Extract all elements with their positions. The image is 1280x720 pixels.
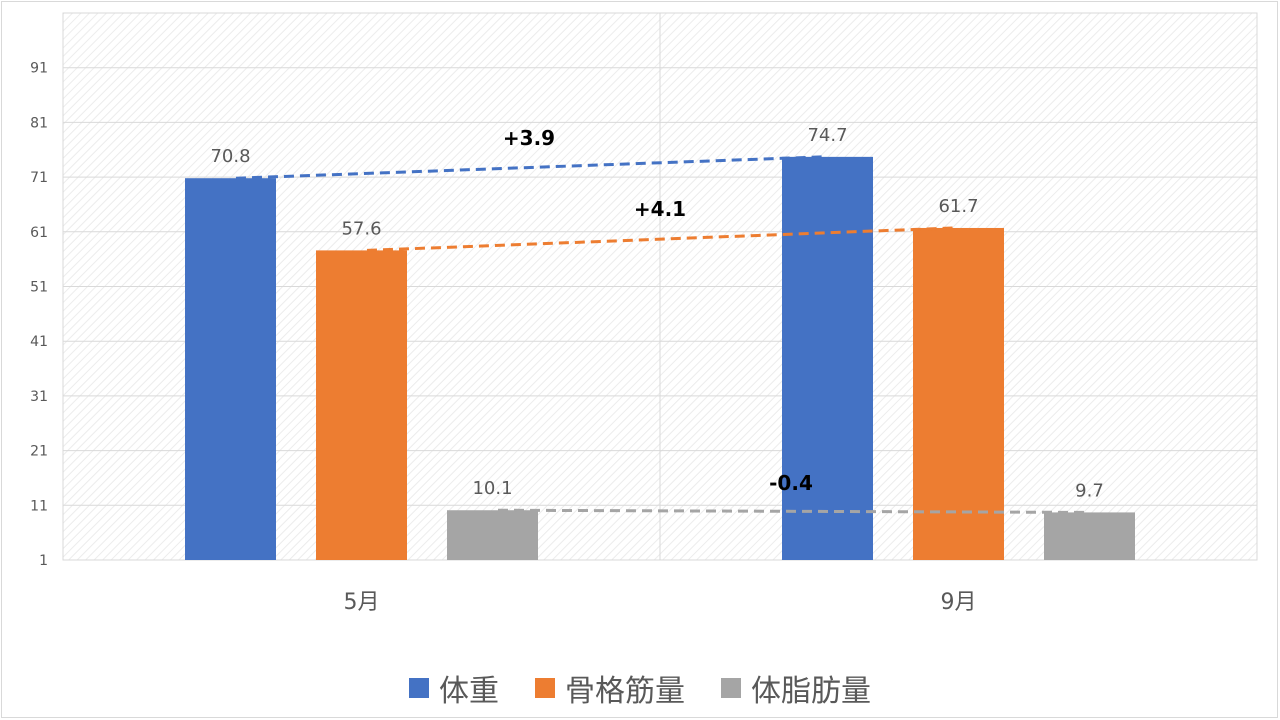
bar: [782, 156, 873, 560]
legend-item-fat: 体脂肪量: [721, 666, 871, 710]
y-tick-label: 61: [30, 225, 48, 241]
bar: [185, 178, 276, 560]
legend-label: 体重: [439, 674, 499, 709]
trend-line: [497, 508, 1085, 514]
data-label: 57.6: [341, 218, 381, 239]
bar: [1044, 512, 1135, 560]
change-annotation: -0.4: [769, 471, 813, 495]
y-tick-label: 51: [30, 280, 48, 296]
legend-label: 体脂肪量: [751, 674, 871, 709]
y-tick-label: 1: [39, 553, 48, 569]
bar: [447, 510, 538, 560]
change-annotation: +3.9: [503, 126, 555, 150]
y-tick-label: 91: [30, 61, 48, 77]
change-annotation: +4.1: [634, 197, 686, 221]
legend-swatch: [535, 678, 555, 698]
legend-item-muscle: 骨格筋量: [535, 666, 685, 710]
category-label: 9月: [941, 590, 977, 615]
y-tick-label: 41: [30, 334, 48, 350]
trend-lines: [235, 155, 1085, 514]
y-tick-label: 31: [30, 389, 48, 405]
legend-swatch: [409, 678, 429, 698]
category-label: 5月: [344, 590, 380, 615]
trend-line: [366, 226, 954, 252]
y-tick-label: 11: [30, 498, 48, 514]
legend-swatch: [721, 678, 741, 698]
data-label: 61.7: [938, 196, 978, 217]
legend: 体重 骨格筋量 体脂肪量: [0, 666, 1280, 710]
bar: [316, 250, 407, 560]
trend-line: [235, 155, 823, 180]
data-label: 10.1: [472, 478, 512, 499]
x-axis-categories: 5月 9月: [344, 590, 977, 615]
legend-item-weight: 体重: [409, 666, 499, 710]
data-label: 9.7: [1075, 480, 1104, 501]
data-labels: 70.8 74.7 57.6 61.7 10.1 9.7: [210, 125, 1103, 502]
y-tick-label: 81: [30, 115, 48, 131]
change-annotations: +3.9 +4.1 -0.4: [503, 126, 813, 495]
data-label: 70.8: [210, 146, 250, 167]
y-tick-label: 21: [30, 444, 48, 460]
bars: [185, 156, 1135, 560]
data-label: 74.7: [807, 125, 847, 146]
bar: [913, 227, 1004, 560]
y-tick-label: 71: [30, 170, 48, 186]
legend-label: 骨格筋量: [565, 674, 685, 709]
